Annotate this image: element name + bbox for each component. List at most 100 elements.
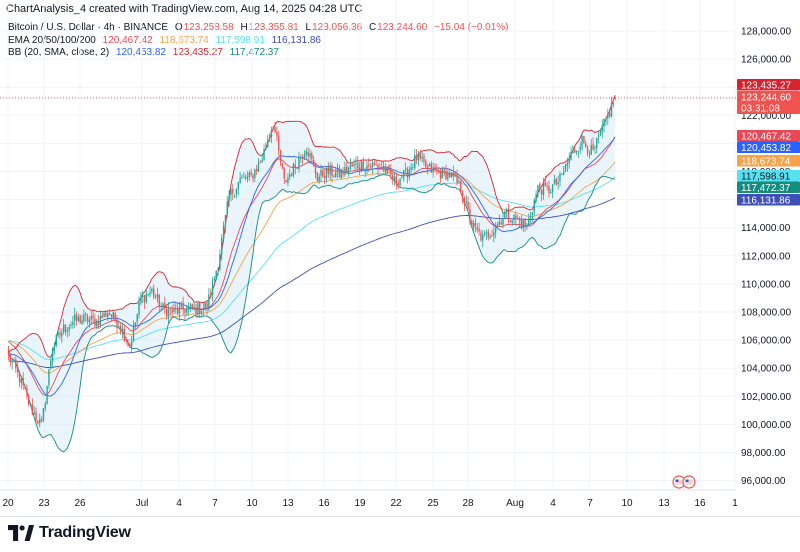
candle-body [191,304,194,309]
current-price-tag-bg [737,91,800,114]
candle-body [327,167,330,174]
tradingview-logo[interactable]: TradingView [8,524,131,542]
change-value: −15.04 (−0.01%) [434,22,509,33]
ema-label: EMA 20/50/100/200 [8,34,96,46]
candle-body [480,232,482,241]
candle-body [458,181,460,183]
candle-body [270,130,273,138]
candle-body [463,198,466,205]
candle-body [298,157,300,170]
candle-body [171,309,173,313]
candle-body [70,324,72,326]
time-axis[interactable]: 20 23 26 Jul 4 7 10 13 16 19 22 25 28 Aug 4 7 10 13 16 1 [2,498,738,509]
candle-body [268,137,271,142]
candle-body [380,166,383,168]
candle-body [210,293,212,296]
candle-body [158,294,160,307]
symbol-label: Bitcoin / U.S. Dollar · 4h · BINANCE [8,22,169,33]
candle-body [140,297,142,304]
time-axis-label: 13 [658,498,670,509]
candle-body [403,169,405,178]
candle-body [320,169,322,176]
candle-body [289,174,291,177]
ema20-tag-text: 120,467.42 [741,132,791,143]
candle-body [566,162,569,166]
high-value: 123,355.81 [248,22,299,33]
candle-body [447,172,449,179]
economic-events[interactable] [672,475,696,489]
candle-body [211,280,214,295]
candle-body [263,149,265,161]
candle-body [138,302,140,315]
candle-body [16,367,19,373]
candle-body [279,149,282,163]
candle-body [97,321,100,326]
candle-body [309,153,311,157]
candle-body [239,178,241,183]
candle-body [441,168,444,179]
candle-body [355,163,357,165]
candle-body [577,150,580,152]
ema20-value: 120,467.42 [102,34,153,46]
candle-body [173,308,175,313]
candle-body [316,173,319,181]
candle-body [323,176,326,179]
candle-body [134,322,137,326]
candle-body [425,160,427,168]
candle-body [471,221,473,228]
candle-body [393,176,396,182]
candle-body [551,184,554,193]
candle-body [531,212,534,216]
bb-legend-row[interactable]: BB (20, SMA, close, 2) 120,453.82 123,43… [8,47,513,60]
candle-body [35,412,37,421]
candle-body [136,314,138,323]
candle-body [46,386,48,405]
candle-body [132,326,135,342]
candle-body [592,144,594,150]
bb-upper-tag-text: 123,435.27 [741,81,791,92]
candle-body [169,307,171,310]
chart-legend: Bitcoin / U.S. Dollar · 4h · BINANCE O12… [8,22,513,60]
candle-body [57,332,59,335]
candle-body [395,176,398,184]
candle-body [96,320,98,327]
candle-body [189,304,192,307]
candle-body [112,312,114,318]
time-axis-label: 26 [74,498,86,509]
candle-body [72,321,74,325]
candle-body [88,319,91,323]
candle-body [176,308,179,314]
candle-body [518,219,521,221]
candle-body [24,385,26,389]
candle-body [406,168,409,178]
candle-body [180,303,183,307]
candle-body [272,127,274,130]
candle-body [252,175,254,179]
us-flag-event-icon[interactable] [672,475,686,489]
candle-body [143,294,146,303]
candle-body [257,161,260,172]
candle-body [48,369,50,386]
candle-body [40,419,43,422]
candle-body [285,179,287,183]
candle-body [474,223,477,227]
candle-body [373,162,376,165]
candle-body [415,155,418,161]
bb-basis-tag-bg [737,141,800,153]
candle-body [101,315,103,319]
candle-body [44,404,46,409]
ema200-tag-bg [737,194,800,206]
candle-body [498,221,501,225]
us-flag-event-icon[interactable] [682,475,696,489]
candle-body [153,288,155,297]
ema-legend-row[interactable]: EMA 20/50/100/200 120,467.42 118,673.74 … [8,35,513,48]
price-axis-label: 128,000.00 [741,27,791,38]
candle-body [182,303,184,310]
candle-body [235,188,238,195]
candle-body [548,186,550,194]
candle-body [22,378,24,386]
candle-body [349,164,352,170]
candle-body [37,421,39,424]
candle-body [127,341,129,345]
